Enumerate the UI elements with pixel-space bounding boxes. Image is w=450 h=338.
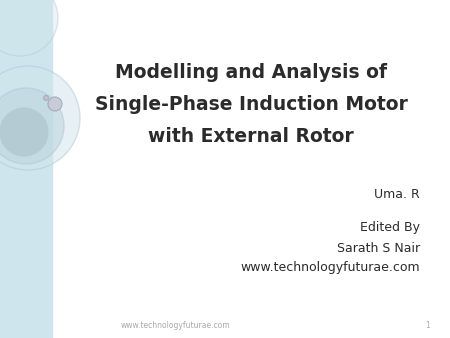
Text: Modelling and Analysis of: Modelling and Analysis of xyxy=(115,63,387,81)
Text: Edited By: Edited By xyxy=(360,221,420,235)
Circle shape xyxy=(0,108,48,156)
Text: with External Rotor: with External Rotor xyxy=(148,126,354,145)
Circle shape xyxy=(44,96,49,100)
Text: www.technologyfuturae.com: www.technologyfuturae.com xyxy=(120,320,230,330)
Circle shape xyxy=(0,66,80,170)
Text: Uma. R: Uma. R xyxy=(374,189,420,201)
Circle shape xyxy=(0,88,64,164)
Text: Sarath S Nair: Sarath S Nair xyxy=(337,241,420,255)
Bar xyxy=(0,0,52,338)
Circle shape xyxy=(48,97,62,111)
Text: Single-Phase Induction Motor: Single-Phase Induction Motor xyxy=(94,95,407,114)
Circle shape xyxy=(0,0,58,56)
Text: 1: 1 xyxy=(425,320,430,330)
Text: www.technologyfuturae.com: www.technologyfuturae.com xyxy=(240,262,420,274)
